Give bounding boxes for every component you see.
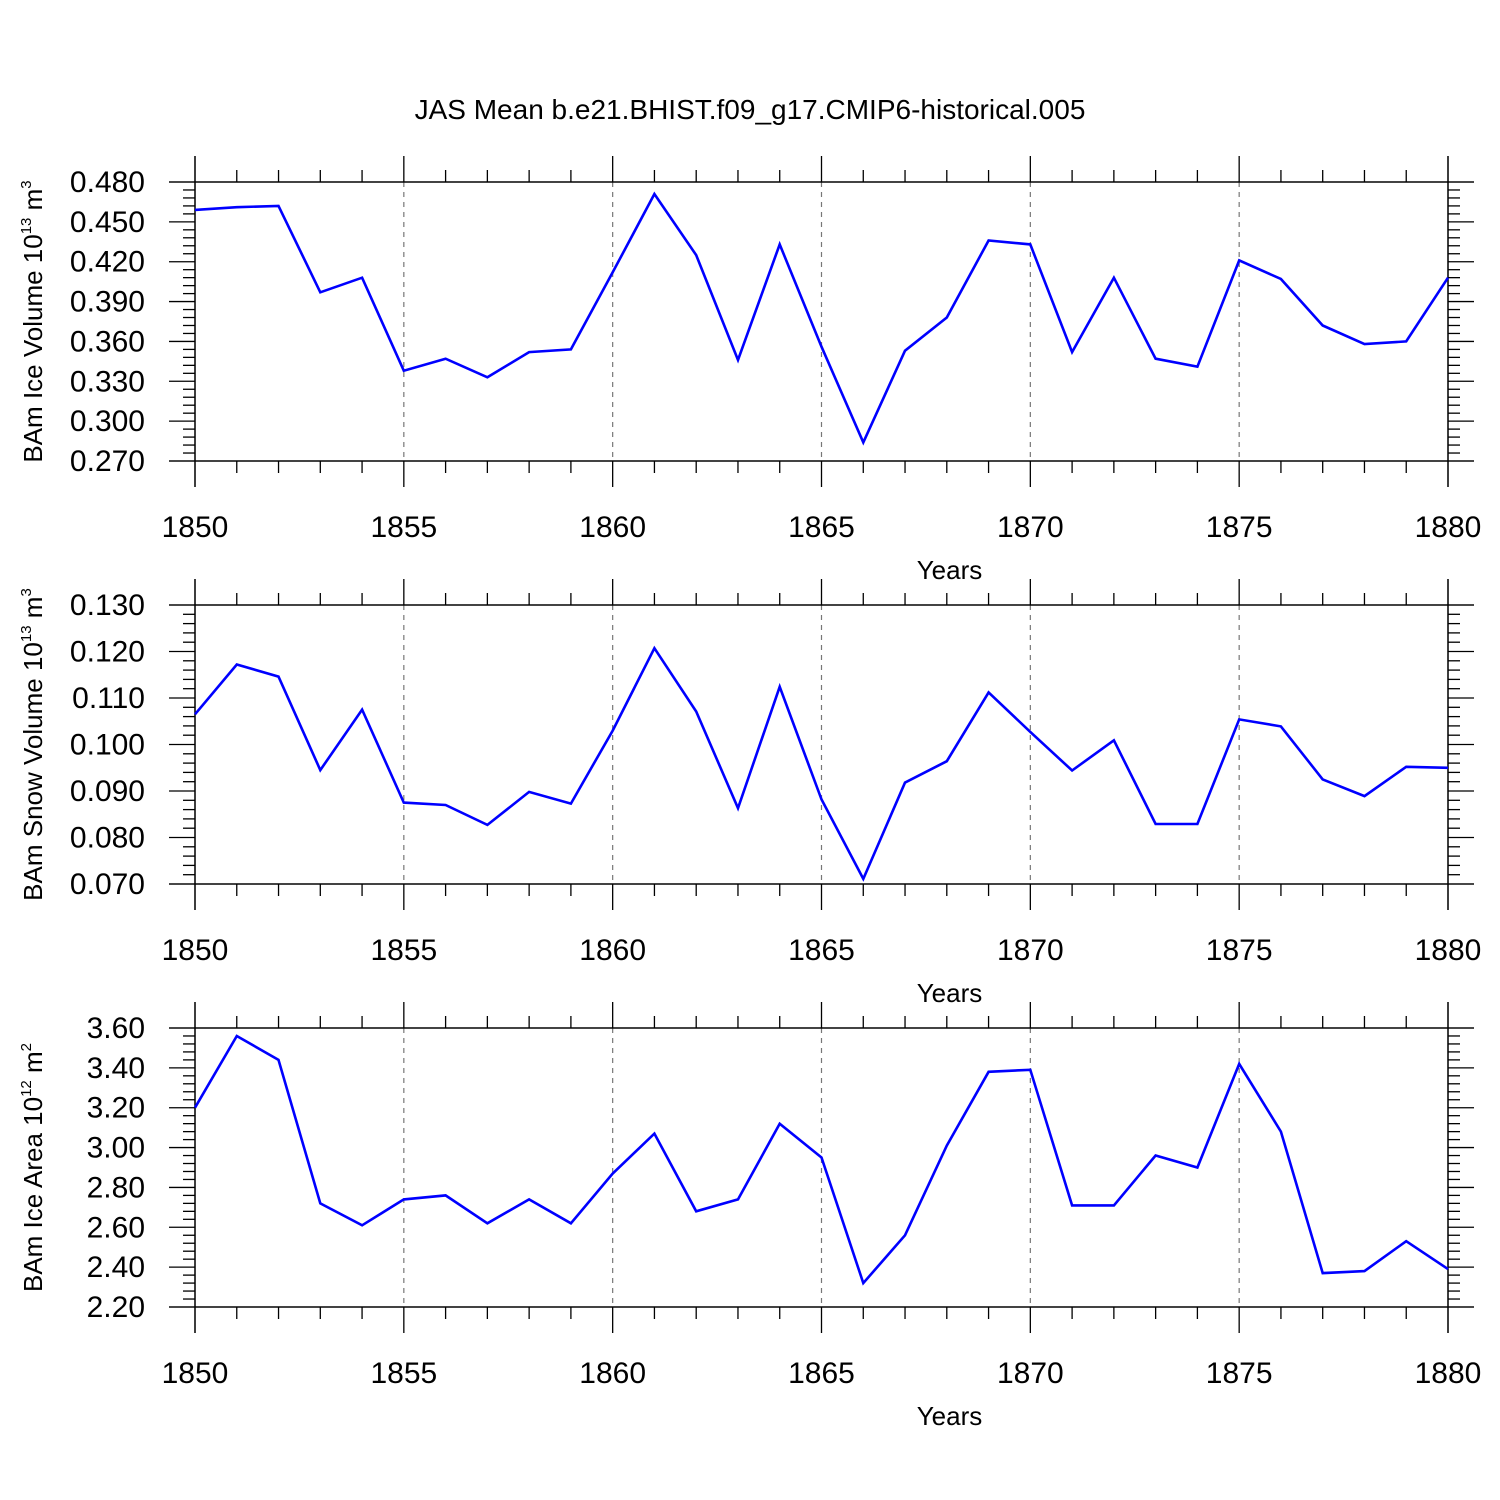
x-tick-label: 1870 — [997, 934, 1064, 967]
x-tick-label: 1880 — [1415, 511, 1482, 544]
panel-3: 2.20 2.40 2.60 2.80 3.00 3.20 3.40 3.60 1850 1855… — [18, 1002, 1481, 1431]
y-label-superscript: 3 — [18, 588, 35, 596]
y-label-text: BAm Ice Volume 10 — [18, 234, 48, 462]
x-tick-label: 1850 — [162, 511, 229, 544]
y-tick-label: 0.330 — [70, 365, 145, 398]
y-label-superscript: 12 — [18, 1080, 35, 1097]
y-label-text: m — [18, 1051, 48, 1080]
y-tick-label: 0.090 — [70, 775, 145, 808]
x-tick-label: 1875 — [1206, 934, 1273, 967]
x-tick-label: 1880 — [1415, 1357, 1482, 1390]
x-tick-label: 1865 — [788, 1357, 855, 1390]
y-tick-label: 0.390 — [70, 286, 145, 319]
y-tick-label: 0.080 — [70, 822, 145, 855]
y-tick-label: 0.070 — [70, 868, 145, 901]
series-line — [194, 645, 1449, 882]
panel-1: 0.270 0.300 0.330 0.360 0.390 0.420 0.450 0.480… — [18, 156, 1481, 585]
x-axis-label: Years — [917, 978, 983, 1008]
x-tick-label: 1860 — [579, 1357, 646, 1390]
y-tick-label: 0.450 — [70, 206, 145, 239]
y-tick-label: 0.420 — [70, 246, 145, 279]
y-tick-label: 0.360 — [70, 325, 145, 358]
y-tick-label: 3.00 — [87, 1132, 145, 1165]
y-tick-label: 0.100 — [70, 729, 145, 762]
y-tick-label: 2.40 — [87, 1251, 145, 1284]
y-label-superscript: 13 — [18, 625, 35, 642]
x-axis-label: Years — [917, 555, 983, 585]
x-tick-label: 1880 — [1415, 934, 1482, 967]
x-tick-label: 1855 — [370, 1357, 437, 1390]
y-tick-label: 2.80 — [87, 1171, 145, 1204]
x-tick-label: 1870 — [997, 511, 1064, 544]
y-tick-label: 0.270 — [70, 445, 145, 478]
x-tick-label: 1850 — [162, 1357, 229, 1390]
x-tick-label: 1865 — [788, 511, 855, 544]
y-tick-label: 3.20 — [87, 1092, 145, 1125]
y-label-superscript: 3 — [18, 180, 35, 188]
panel-2: 0.070 0.080 0.090 0.100 0.110 0.120 0.130 1850 1… — [18, 579, 1481, 1008]
y-label-superscript: 13 — [18, 218, 35, 235]
x-tick-label: 1860 — [579, 934, 646, 967]
y-tick-label: 2.20 — [87, 1291, 145, 1324]
x-tick-label: 1860 — [579, 511, 646, 544]
series-line — [194, 191, 1450, 446]
series-line — [193, 1034, 1449, 1286]
y-tick-label: 0.300 — [70, 405, 145, 438]
y-tick-label: 3.40 — [87, 1052, 145, 1085]
x-tick-label: 1850 — [162, 934, 229, 967]
x-tick-label: 1865 — [788, 934, 855, 967]
y-axis-label: BAm Snow Volume 1013 m3 — [18, 588, 48, 901]
y-label-text: BAm Ice Area 10 — [18, 1097, 48, 1292]
y-label-superscript: 2 — [18, 1043, 35, 1051]
y-label-text: BAm Snow Volume 10 — [18, 642, 48, 901]
x-tick-label: 1855 — [370, 934, 437, 967]
y-label-text: m — [18, 189, 48, 218]
figure-title: JAS Mean b.e21.BHIST.f09_g17.CMIP6-histo… — [415, 94, 1086, 125]
x-axis-label: Years — [917, 1401, 983, 1431]
x-tick-label: 1855 — [370, 511, 437, 544]
y-axis-label: BAm Ice Volume 1013 m3 — [18, 180, 48, 462]
y-axis-label: BAm Ice Area 1012 m2 — [18, 1043, 48, 1292]
y-tick-label: 2.60 — [87, 1211, 145, 1244]
y-tick-label: 0.480 — [70, 166, 145, 199]
x-tick-label: 1870 — [997, 1357, 1064, 1390]
y-tick-label: 0.110 — [72, 682, 145, 715]
y-tick-label: 0.130 — [70, 589, 145, 622]
y-label-text: m — [18, 597, 48, 626]
y-tick-label: 0.120 — [70, 636, 145, 669]
x-tick-label: 1875 — [1206, 511, 1273, 544]
y-tick-label: 3.60 — [87, 1012, 145, 1045]
x-tick-label: 1875 — [1206, 1357, 1273, 1390]
